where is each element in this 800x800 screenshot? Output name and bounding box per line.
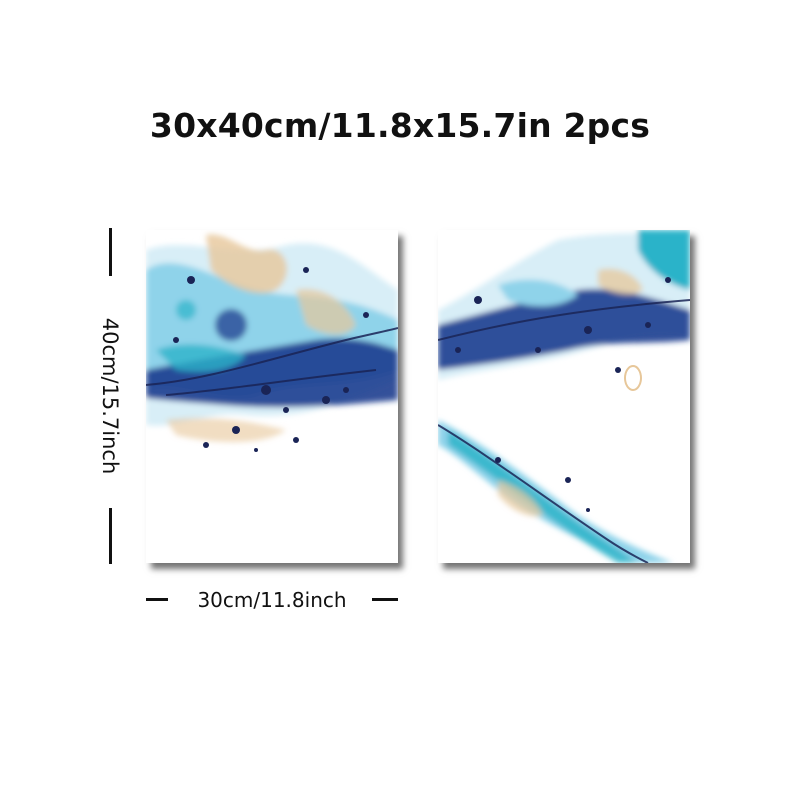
abstract-splash-art-left [146, 234, 398, 452]
width-dimension-left-line [146, 598, 168, 601]
height-dimension-top-line [109, 228, 112, 276]
canvas-panel-right [438, 230, 690, 563]
width-label: 30cm/11.8inch [197, 588, 347, 612]
height-dimension: 40cm/15.7inch [96, 228, 126, 564]
width-dimension: 30cm/11.8inch [146, 586, 398, 614]
abstract-splash-art-right [438, 230, 690, 563]
canvas-panel-left [146, 230, 398, 563]
width-dimension-right-line [372, 598, 398, 601]
product-size-title: 30x40cm/11.8x15.7in 2pcs [149, 106, 651, 145]
height-label: 40cm/15.7inch [98, 317, 122, 475]
height-dimension-bottom-line [109, 508, 112, 564]
